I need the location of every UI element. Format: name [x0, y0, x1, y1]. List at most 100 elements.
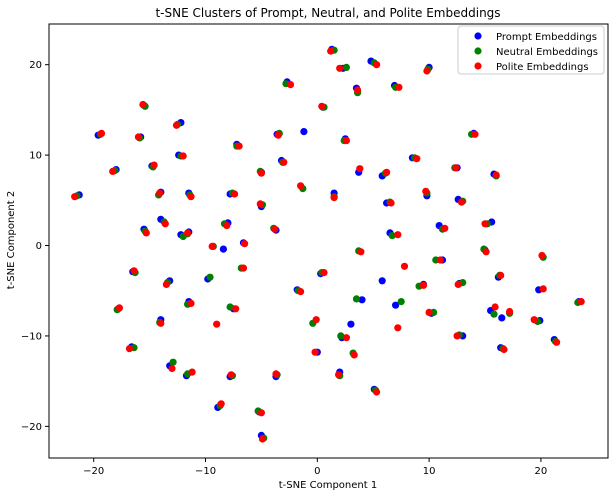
data-point-polite	[257, 169, 265, 177]
data-point-polite	[481, 220, 489, 228]
data-point-polite	[387, 199, 395, 207]
data-point-polite	[161, 220, 169, 228]
legend-box	[457, 25, 605, 75]
data-point-polite	[506, 307, 514, 316]
data-point-neutral	[337, 332, 345, 340]
data-point-polite	[109, 167, 117, 175]
data-point-polite	[187, 193, 195, 201]
data-point-neutral	[226, 303, 234, 311]
data-point-prompt	[300, 128, 308, 136]
data-point-polite	[497, 271, 505, 279]
data-point-polite	[97, 129, 106, 137]
data-point-polite	[539, 285, 547, 293]
data-point-polite	[311, 348, 319, 356]
legend-label-polite: Polite Embeddings	[496, 62, 589, 73]
data-point-polite	[356, 165, 364, 173]
data-point-polite	[492, 171, 500, 179]
data-point-polite	[227, 371, 235, 379]
data-point-neutral	[169, 358, 177, 366]
data-point-neutral	[388, 232, 396, 240]
data-point-polite	[297, 182, 305, 190]
y-tick-label: 0	[36, 241, 42, 252]
y-tick-label: −10	[21, 331, 42, 342]
data-point-polite	[231, 190, 239, 198]
data-point-polite	[188, 368, 196, 376]
plot-area-frame	[48, 23, 609, 459]
data-point-neutral	[490, 310, 498, 318]
data-point-prompt	[392, 301, 400, 309]
legend-label-neutral: Neutral Embeddings	[496, 47, 598, 58]
x-axis-label: t-SNE Component 1	[279, 480, 377, 491]
data-point-polite	[235, 142, 243, 150]
data-point-polite	[134, 133, 142, 141]
data-point-polite	[271, 225, 279, 233]
data-point-polite	[130, 267, 138, 275]
data-point-polite	[297, 288, 305, 296]
data-point-polite	[357, 248, 365, 256]
data-point-polite	[71, 193, 79, 201]
data-point-polite	[425, 308, 433, 316]
data-point-polite	[162, 280, 170, 288]
data-point-polite	[394, 231, 402, 239]
data-point-polite	[354, 86, 362, 94]
data-point-neutral	[352, 295, 361, 303]
legend-marker-polite	[474, 62, 482, 70]
points-layer	[71, 45, 585, 443]
data-point-polite	[239, 264, 248, 272]
data-point-polite	[373, 388, 381, 396]
data-point-prompt	[498, 314, 506, 322]
data-point-polite	[258, 435, 267, 443]
data-point-polite	[208, 242, 216, 250]
y-tick-label: 20	[29, 60, 42, 71]
data-point-polite	[318, 102, 326, 110]
data-point-prompt	[347, 320, 355, 328]
data-point-polite	[350, 351, 358, 359]
data-point-polite	[423, 67, 431, 75]
x-tick-label: 20	[535, 466, 548, 477]
legend: Prompt Embeddings Neutral Embeddings Pol…	[457, 25, 605, 75]
data-point-polite	[139, 100, 147, 109]
data-point-polite	[452, 164, 460, 172]
data-point-polite	[342, 334, 350, 342]
data-point-polite	[125, 345, 134, 353]
data-point-neutral	[342, 63, 350, 71]
data-point-polite	[241, 240, 249, 248]
data-point-polite	[453, 332, 461, 340]
data-point-polite	[394, 324, 402, 332]
data-point-prompt	[358, 296, 366, 304]
y-tick-label: −20	[21, 422, 42, 433]
data-point-polite	[213, 320, 221, 328]
x-tick-label: −10	[195, 466, 216, 477]
data-point-polite	[454, 280, 462, 288]
y-axis-ticks: −20 −10 0 10 20	[21, 60, 49, 433]
data-point-polite	[142, 229, 150, 237]
x-tick-label: −20	[83, 466, 104, 477]
data-point-polite	[330, 194, 338, 202]
data-point-polite	[530, 316, 538, 324]
data-point-polite	[187, 299, 195, 307]
data-point-polite	[327, 47, 335, 55]
data-point-polite	[436, 256, 444, 264]
data-point-polite	[373, 61, 381, 69]
data-point-polite	[336, 64, 344, 72]
x-tick-label: 0	[314, 466, 320, 477]
chart-title: t-SNE Clusters of Prompt, Neutral, and P…	[155, 6, 500, 20]
data-point-polite	[272, 370, 280, 378]
legend-marker-prompt	[474, 32, 482, 40]
data-point-polite	[274, 131, 282, 139]
y-tick-label: 10	[29, 151, 42, 162]
data-point-polite	[400, 262, 409, 270]
data-point-polite	[168, 364, 176, 373]
data-point-polite	[335, 371, 343, 379]
data-point-polite	[179, 152, 187, 160]
data-point-polite	[223, 222, 231, 230]
data-point-polite	[471, 130, 479, 138]
data-point-polite	[500, 345, 508, 354]
data-point-prompt	[378, 277, 386, 285]
data-point-polite	[115, 304, 123, 312]
data-point-polite	[256, 200, 264, 208]
y-axis-label: t-SNE Component 2	[6, 191, 17, 289]
data-point-polite	[491, 303, 499, 311]
